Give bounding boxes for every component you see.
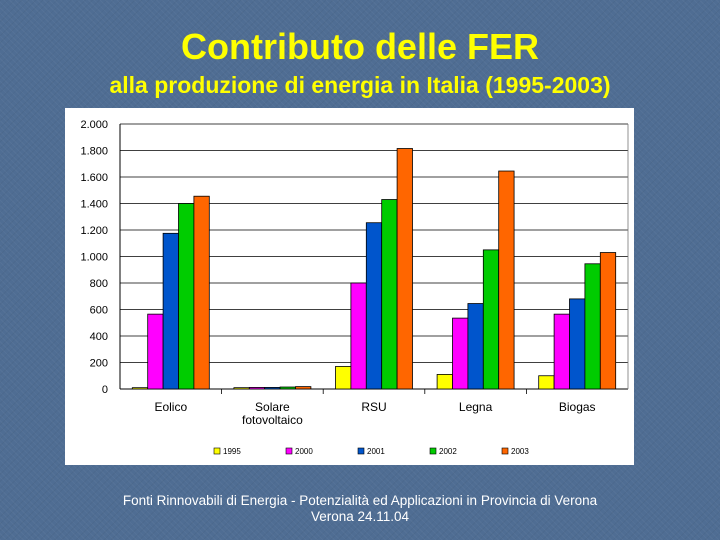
legend-label: 2003 <box>511 447 529 456</box>
bar-chart: 0 200 400 600 800 1.000 1.200 1.400 1.600 1.800 2.… <box>65 108 634 465</box>
y-tick-label: 0 <box>102 384 108 396</box>
bar-2000 <box>147 313 164 390</box>
slide-title: Contributo delle FER <box>181 26 539 67</box>
legend-swatch-2003 <box>501 447 509 455</box>
footer-line-1: Fonti Rinnovabili di Energia - Potenzial… <box>122 493 598 508</box>
bar-2002 <box>584 263 601 390</box>
bar-1995 <box>538 375 555 390</box>
bar-1995 <box>131 387 149 390</box>
bar-2001 <box>162 232 179 390</box>
chart-canvas: 0 200 400 600 800 1.000 1.200 1.400 1.600 1.800 2.… <box>80 119 629 456</box>
legend-swatch-2000 <box>285 447 293 455</box>
y-tick-label: 400 <box>90 331 108 343</box>
category-label: RSU <box>361 400 386 414</box>
slide-footer: Fonti Rinnovabili di Energia - Potenzial… <box>0 493 720 525</box>
bar-1995 <box>233 387 250 390</box>
y-tick-label: 1.000 <box>80 252 108 264</box>
bar-1995 <box>436 374 453 390</box>
y-tick-label: 1.200 <box>80 225 108 237</box>
y-tick-label: 2.000 <box>80 119 108 131</box>
category-label: Eolico <box>154 400 187 414</box>
bar-2003 <box>193 195 210 390</box>
y-tick-label: 1.800 <box>80 146 108 158</box>
bar-2003 <box>599 252 617 390</box>
legend-label: 2000 <box>295 447 313 456</box>
bar-2002 <box>279 386 296 390</box>
y-tick-label: 1.400 <box>80 199 108 211</box>
bar-2000 <box>350 282 367 390</box>
legend-swatch-1995 <box>213 447 221 455</box>
legend-swatch-2002 <box>429 447 437 455</box>
y-tick-label: 800 <box>90 278 108 290</box>
y-tick-label: 1.600 <box>80 172 108 184</box>
legend-label: 2002 <box>439 447 457 456</box>
legend-label: 2001 <box>367 447 385 456</box>
bar-2002 <box>381 199 398 390</box>
bar-2000 <box>452 317 469 390</box>
bar-2000 <box>248 387 266 390</box>
y-tick-label: 200 <box>90 358 108 370</box>
bar-2002 <box>178 203 195 390</box>
bar-2001 <box>264 387 281 390</box>
bar-2001 <box>569 298 586 390</box>
bar-2003 <box>295 386 312 390</box>
category-label: fotovoltaico <box>242 413 303 427</box>
bar-2001 <box>365 222 383 390</box>
bar-2001 <box>467 303 484 390</box>
bar-2000 <box>553 313 570 390</box>
y-tick-label: 600 <box>90 305 108 317</box>
legend-swatch-2001 <box>357 447 365 455</box>
slide-subtitle: alla produzione di energia in Italia (19… <box>109 72 611 98</box>
category-label: Biogas <box>559 400 596 414</box>
category-label: Solare <box>255 400 290 414</box>
footer-line-2: Verona 24.11.04 <box>310 509 410 524</box>
bar-1995 <box>335 366 352 390</box>
bar-2003 <box>498 170 515 390</box>
category-label: Legna <box>459 400 493 414</box>
bar-2002 <box>482 249 500 390</box>
bar-2003 <box>396 148 413 390</box>
legend-label: 1995 <box>223 447 241 456</box>
